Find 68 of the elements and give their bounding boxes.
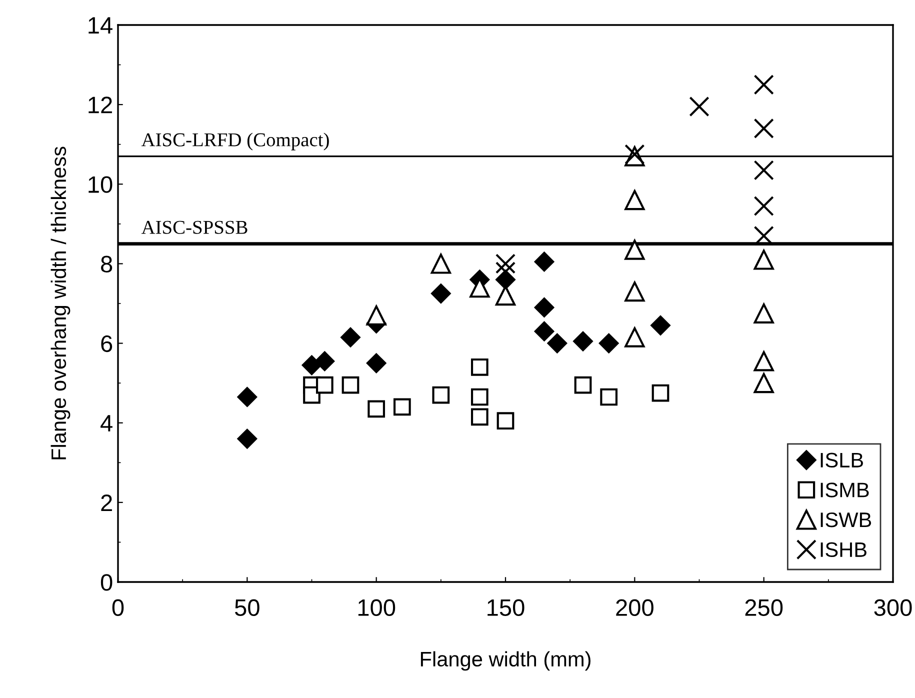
x-tick-label: 200 <box>616 599 654 616</box>
point <box>754 226 774 246</box>
point <box>754 196 774 216</box>
point <box>342 376 360 394</box>
ref-line-label: AISC-LRFD (Compact) <box>141 132 329 150</box>
point <box>652 384 670 402</box>
point <box>598 333 619 354</box>
point <box>754 303 774 324</box>
point <box>534 252 554 272</box>
point <box>624 190 645 210</box>
legend-label: ISWB <box>820 512 872 528</box>
point <box>470 388 488 406</box>
point <box>754 250 774 270</box>
point <box>754 373 774 394</box>
y-tick-label: 0 <box>100 574 112 591</box>
y-tick-label: 6 <box>101 335 112 352</box>
point <box>316 376 334 394</box>
point <box>534 298 554 318</box>
point <box>689 96 710 117</box>
point <box>547 333 568 354</box>
point <box>366 353 386 374</box>
x-tick-label: 50 <box>234 599 260 616</box>
x-axis-title: Flange width (mm) <box>420 651 590 671</box>
point <box>432 386 450 404</box>
y-tick-label: 2 <box>101 494 112 511</box>
point <box>600 388 618 406</box>
y-tick-label: 14 <box>88 17 112 34</box>
point <box>624 327 645 348</box>
y-tick-label: 8 <box>101 256 112 272</box>
point <box>624 281 645 302</box>
legend-label: ISHB <box>820 542 866 558</box>
point <box>624 240 645 260</box>
point <box>754 160 774 180</box>
point <box>368 400 386 418</box>
point <box>574 376 592 394</box>
x-tick-label: 0 <box>112 599 124 616</box>
y-axis-title: Flange overhang width / thickness <box>50 146 70 460</box>
x-tick-label: 100 <box>358 599 396 616</box>
x-tick-label: 150 <box>488 599 524 616</box>
point <box>237 428 258 449</box>
point <box>754 74 774 95</box>
point <box>302 355 322 376</box>
point <box>573 331 593 352</box>
point <box>314 351 335 372</box>
point <box>754 351 774 372</box>
y-tick-label: 4 <box>100 415 112 432</box>
point <box>754 118 774 139</box>
point <box>534 321 554 342</box>
point <box>495 262 516 282</box>
point <box>470 408 488 426</box>
legend-label: ISLB <box>820 452 863 468</box>
x-tick-label: 300 <box>874 599 912 616</box>
point <box>430 254 451 274</box>
y-tick-label: 10 <box>88 176 112 193</box>
x-tick-label: 250 <box>745 599 783 616</box>
point <box>303 386 320 404</box>
point <box>431 284 451 304</box>
legend-label: ISMB <box>820 482 869 498</box>
point <box>366 305 386 326</box>
point <box>470 358 488 376</box>
point <box>393 398 411 416</box>
point <box>650 316 670 336</box>
ref-line-label: AISC-SPSSB <box>141 220 248 234</box>
point <box>340 327 360 348</box>
point <box>496 412 514 430</box>
point <box>237 387 258 407</box>
point <box>495 254 516 274</box>
y-tick-label: 12 <box>88 96 112 114</box>
